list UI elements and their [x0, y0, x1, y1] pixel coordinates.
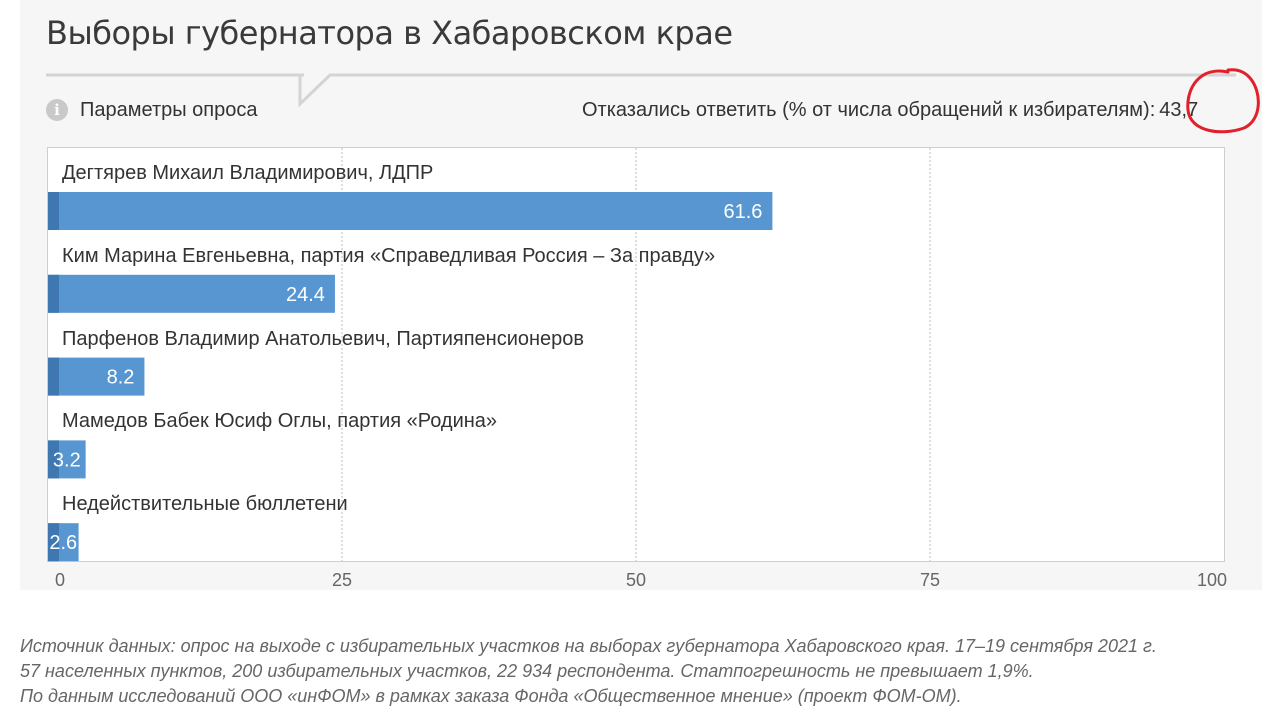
bar-accent	[48, 440, 59, 479]
bar-value-label: 8.2	[107, 367, 135, 389]
bar[interactable]	[48, 274, 335, 313]
highlight-annotation	[1186, 68, 1260, 134]
bar[interactable]	[48, 357, 145, 396]
source-note: Источник данных: опрос на выходе с избир…	[20, 634, 1260, 709]
source-line: Источник данных: опрос на выходе с избир…	[20, 636, 1157, 656]
bar-value-label: 61.6	[723, 201, 762, 223]
page-title: Выборы губернатора в Хабаровском крае	[46, 14, 733, 52]
bar-value-label: 2.6	[49, 532, 77, 554]
bar-accent	[48, 357, 59, 396]
x-tick-label: 50	[626, 570, 646, 590]
bar-value-label: 24.4	[286, 284, 325, 306]
category-label: Ким Марина Евгеньевна, партия «Справедли…	[62, 244, 716, 267]
bar-value-label: 3.2	[53, 449, 81, 471]
bar[interactable]	[48, 192, 773, 230]
source-line: 57 населенных пунктов, 200 избирательных…	[20, 661, 1034, 681]
poll-params-toggle[interactable]: i Параметры опроса	[46, 96, 258, 124]
x-tick-label: 100	[1197, 570, 1227, 590]
category-label: Мамедов Бабек Юсиф Оглы, партия «Родина»	[62, 410, 498, 433]
poll-params-label: Параметры опроса	[80, 98, 258, 121]
category-label: Недействительные бюллетени	[62, 493, 348, 516]
bar-accent	[48, 523, 59, 562]
x-tick-label: 0	[55, 570, 65, 590]
x-tick-label: 25	[332, 570, 352, 590]
header-rule	[46, 73, 1236, 108]
bar-chart: 0 25 50 75 100 61.6 24.4 8.2 3.2 2.6	[48, 148, 1227, 590]
bar-accent	[48, 192, 59, 230]
category-label: Дегтярев Михаил Владимирович, ЛДПР	[62, 162, 434, 184]
source-line: По данным исследований ООО «инФОМ» в рам…	[20, 686, 962, 706]
category-label: Парфенов Владимир Анатольевич, Партияпен…	[62, 327, 585, 350]
refused-label: Отказались ответить (% от числа обращени…	[582, 98, 1156, 121]
info-icon: i	[46, 99, 68, 121]
x-tick-label: 75	[920, 570, 940, 590]
bar-accent	[48, 274, 59, 313]
